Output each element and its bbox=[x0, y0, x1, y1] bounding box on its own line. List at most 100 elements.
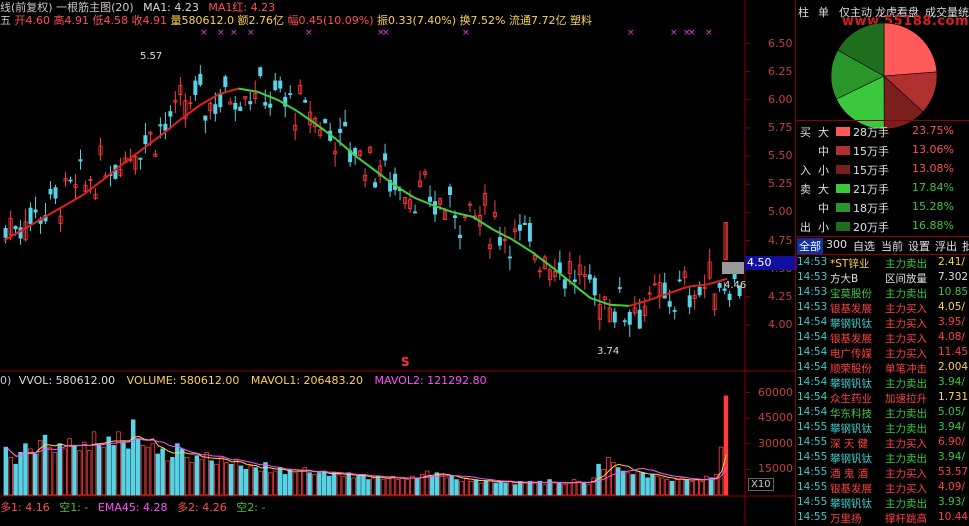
cat-tab-all[interactable]: 全部 bbox=[797, 238, 823, 254]
candle-body bbox=[338, 128, 343, 133]
candle-body bbox=[702, 286, 707, 289]
volume-bar bbox=[645, 477, 650, 496]
volume-bar bbox=[581, 482, 587, 496]
flow-pie-chart bbox=[830, 22, 938, 130]
alert-row[interactable]: 14:53 银基发展 主力买入 4.05/ bbox=[797, 301, 969, 316]
volume-bar bbox=[86, 450, 92, 496]
candle-body bbox=[507, 256, 512, 259]
volume-bar bbox=[189, 462, 195, 496]
low-value: 低4.58 bbox=[92, 14, 129, 27]
alert-row[interactable]: 14:54 顺荣股份 单笔冲击 2.004 bbox=[797, 361, 969, 376]
sector-value: 塑料 bbox=[570, 14, 593, 27]
cat-tab-current[interactable]: 当前 bbox=[881, 240, 903, 253]
candle-body bbox=[198, 73, 203, 85]
alert-row[interactable]: 14:55 酒 鬼 酒 主力买入 53.57 bbox=[797, 466, 969, 481]
alert-action: 主力卖出 bbox=[885, 288, 927, 300]
candle-body bbox=[457, 234, 462, 239]
candle-body bbox=[707, 261, 712, 279]
volume-bar bbox=[650, 474, 655, 496]
volume-bar bbox=[150, 443, 156, 496]
alert-action: 撑杆跳高 bbox=[885, 513, 927, 525]
cat-tab-watchlist[interactable]: 自选 bbox=[853, 240, 875, 253]
alert-stock-name: 攀钢钒钛 bbox=[830, 318, 872, 330]
candle-body bbox=[33, 209, 38, 213]
high-value: 高4.91 bbox=[53, 14, 90, 27]
alert-action: 主力买入 bbox=[885, 303, 927, 315]
cat-tab-300[interactable]: 300 bbox=[826, 238, 847, 251]
ema45-value: EMA45: 4.28 bbox=[97, 501, 168, 514]
candlestick-chart[interactable]: × × × × × ×× × × × ×× × bbox=[0, 0, 795, 525]
volume-bar bbox=[263, 462, 268, 496]
volume-bar bbox=[684, 479, 690, 496]
volume-bar bbox=[13, 463, 18, 496]
volume-bar bbox=[488, 479, 494, 496]
tab-volume-stats[interactable]: 成交量统 bbox=[925, 6, 969, 19]
alert-row[interactable]: 14:55 攀钢钒钛 主力卖出 3.94/ bbox=[797, 451, 969, 466]
alert-row[interactable]: 14:54 攀钢钒钛 主力买入 3.95/ bbox=[797, 316, 969, 331]
candle-body bbox=[677, 279, 682, 282]
candle-body bbox=[552, 271, 557, 277]
candle-body bbox=[243, 95, 248, 100]
volume-bar bbox=[562, 484, 567, 496]
volume-bar bbox=[170, 457, 175, 496]
signal-x-marker: × bbox=[688, 28, 696, 38]
candle-body bbox=[712, 293, 717, 311]
alert-row[interactable]: 14:53 *ST锌业 主力卖出 2.41/ bbox=[797, 256, 969, 271]
alert-row[interactable]: 14:53 宝莫股份 主力卖出 10.85 bbox=[797, 286, 969, 301]
signal-x-marker: × bbox=[683, 28, 691, 38]
alert-time: 14:55 bbox=[797, 496, 828, 508]
alert-row[interactable]: 14:54 攀钢钒钛 主力卖出 3.94/ bbox=[797, 376, 969, 391]
candle-body bbox=[428, 196, 433, 202]
candle-body bbox=[268, 103, 273, 108]
volume-bar bbox=[385, 477, 391, 496]
flow-hand: 20万手 bbox=[853, 221, 889, 234]
volume-bar bbox=[439, 474, 445, 496]
ma-line-segment bbox=[413, 196, 435, 207]
alert-stock-name: 万里扬 bbox=[830, 513, 862, 525]
candle-body bbox=[248, 101, 253, 105]
alert-row[interactable]: 14:55 万里扬 撑杆跳高 10.44 bbox=[797, 511, 969, 526]
alert-row[interactable]: 14:55 深 天 健 主力买入 6.90/ bbox=[797, 436, 969, 451]
signal-x-marker: × bbox=[377, 28, 385, 38]
cat-tab-settings[interactable]: 设置 bbox=[908, 240, 930, 253]
candle-body bbox=[68, 179, 73, 182]
candle-body bbox=[467, 203, 472, 206]
alert-row[interactable]: 14:55 银基发展 主力买入 4.09/ bbox=[797, 481, 969, 496]
alert-row[interactable]: 14:54 银基发展 主力买入 4.08/ bbox=[797, 331, 969, 346]
alert-row[interactable]: 14:55 攀钢钒钛 主力卖出 3.94/ bbox=[797, 421, 969, 436]
volume-bar bbox=[258, 470, 263, 496]
candle-body bbox=[233, 102, 238, 110]
candle-body bbox=[723, 222, 728, 261]
alert-row[interactable]: 14:54 华东科技 主力卖出 5.05/ bbox=[797, 406, 969, 421]
alert-row[interactable]: 14:54 电广传媒 主力买入 11.45 bbox=[797, 346, 969, 361]
volume-bar bbox=[380, 479, 386, 496]
cat-tab-float[interactable]: 浮出 bbox=[935, 240, 957, 253]
ma-line-segment bbox=[335, 138, 357, 157]
volume-bar bbox=[214, 463, 219, 496]
candle-body bbox=[158, 124, 163, 127]
flow-color-swatch bbox=[836, 222, 850, 231]
tab-dan[interactable]: 单 bbox=[818, 6, 829, 19]
volume-bar bbox=[42, 434, 48, 496]
cat-tab-batch[interactable]: 批 bbox=[962, 240, 969, 253]
alert-row[interactable]: 14:54 众生药业 加速拉升 1.731 bbox=[797, 391, 969, 406]
volume-bar bbox=[454, 479, 459, 496]
ma-line-segment bbox=[511, 238, 533, 253]
alert-row[interactable]: 14:53 方大B 区间放量 7.302 bbox=[797, 271, 969, 286]
tab-active-only[interactable]: 仅主动 bbox=[839, 6, 872, 19]
signal-x-marker: × bbox=[382, 28, 390, 38]
candle-body bbox=[293, 124, 298, 131]
tab-zhu[interactable]: 柱 bbox=[798, 6, 809, 19]
alert-value: 7.302 bbox=[938, 271, 969, 283]
tab-dragon-tiger[interactable]: 龙虎看盘 bbox=[875, 6, 919, 19]
alert-stock-name: 攀钢钒钛 bbox=[830, 378, 872, 390]
alert-row[interactable]: 14:55 攀钢钒钛 主力卖出 3.93/ bbox=[797, 496, 969, 511]
volume-bar bbox=[62, 448, 67, 496]
candle-body bbox=[373, 182, 378, 188]
candle-body bbox=[547, 269, 552, 281]
volume-bar bbox=[419, 474, 425, 496]
candle-body bbox=[567, 261, 572, 274]
volume-bar bbox=[473, 479, 479, 496]
volume-bar bbox=[625, 472, 631, 496]
signal-x-marker: × bbox=[705, 28, 713, 38]
